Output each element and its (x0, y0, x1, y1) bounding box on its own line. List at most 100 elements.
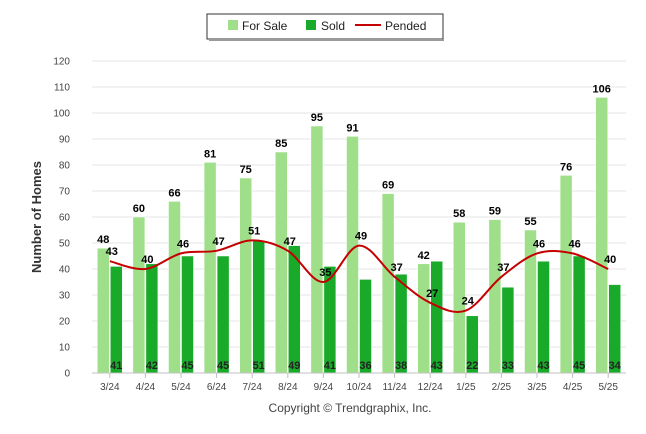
y-axis-title: Number of Homes (29, 161, 44, 273)
data-label-pended: 40 (141, 254, 153, 266)
bar-for-sale (488, 219, 502, 374)
bar-sold (359, 279, 372, 374)
data-label-for-sale: 75 (240, 164, 252, 176)
bar-sold (252, 240, 265, 374)
data-label-sold: 34 (609, 360, 622, 372)
data-label-pended: 43 (106, 246, 118, 258)
data-label-sold: 38 (395, 360, 407, 372)
data-label-pended: 47 (212, 236, 224, 248)
data-label-sold: 49 (288, 360, 300, 372)
data-label-sold: 45 (573, 360, 585, 372)
data-label-pended: 40 (604, 254, 616, 266)
data-label-sold: 42 (146, 360, 158, 372)
y-tick-label: 50 (59, 239, 71, 250)
y-tick-label: 60 (59, 213, 71, 224)
data-label-pended: 37 (390, 262, 402, 274)
bar-for-sale (524, 229, 537, 374)
line-layer (109, 239, 609, 313)
data-label-pended: 47 (284, 236, 296, 248)
y-tick-label: 110 (54, 83, 70, 94)
grid-layer (92, 60, 626, 348)
data-label-pended: 24 (462, 296, 475, 308)
data-label-pended: 46 (568, 238, 580, 250)
bar-for-sale (168, 201, 181, 374)
data-label-for-sale: 76 (560, 161, 572, 173)
data-label-for-sale: 42 (418, 250, 430, 262)
legend-label-sold: Sold (321, 19, 345, 33)
data-label-for-sale: 85 (275, 138, 287, 150)
x-tick-label: 11/24 (382, 382, 407, 393)
data-label-for-sale: 95 (311, 112, 323, 124)
y-tick-label: 40 (59, 265, 71, 276)
data-label-for-sale: 91 (346, 122, 358, 134)
data-label-pended: 37 (497, 262, 509, 274)
data-label-for-sale: 55 (524, 216, 536, 228)
x-tick-label: 6/24 (207, 382, 227, 393)
x-tick-label: 7/24 (242, 382, 262, 393)
data-label-pended: 35 (319, 267, 331, 279)
bars-layer (97, 97, 621, 374)
data-label-for-sale: 48 (97, 234, 109, 246)
labels-layer: 48 41 60 42 66 45 81 45 75 51 85 49 95 41 91 36 69 38 42 43… (97, 83, 622, 372)
bar-sold (430, 260, 443, 374)
data-label-sold: 33 (502, 360, 514, 372)
data-label-sold: 41 (110, 360, 122, 372)
bar-sold (288, 245, 301, 374)
y-tick-label: 30 (59, 291, 71, 302)
bar-sold (394, 273, 408, 374)
x-tick-label: 5/25 (598, 382, 618, 393)
y-tick-label: 100 (53, 109, 70, 120)
legend-swatch-sold (306, 20, 316, 30)
y-tick-label: 20 (59, 317, 71, 328)
data-label-sold: 45 (217, 360, 229, 372)
bar-sold (145, 263, 159, 374)
y-tick-label: 120 (53, 57, 70, 68)
x-tick-label: 3/24 (100, 382, 120, 393)
data-label-sold: 22 (466, 360, 478, 372)
data-label-sold: 43 (537, 360, 549, 372)
data-label-for-sale: 60 (133, 203, 145, 215)
x-tick-label: 2/25 (492, 382, 512, 393)
data-label-for-sale: 106 (593, 83, 611, 95)
bar-for-sale (132, 216, 146, 374)
x-tick-label: 10/24 (346, 382, 371, 393)
y-tick-label: 70 (59, 187, 71, 198)
data-label-sold: 36 (359, 360, 371, 372)
data-label-pended: 46 (177, 238, 189, 250)
data-label-sold: 43 (431, 360, 443, 372)
x-tick-label: 4/24 (136, 382, 156, 393)
x-tick-label: 3/25 (527, 382, 547, 393)
x-tick-label: 8/24 (278, 382, 298, 393)
data-label-sold: 41 (324, 360, 336, 372)
axis-layer: 0 10 20 30 40 50 60 70 80 90 100 110 120 3/24 4/24 5/24… (53, 57, 626, 393)
y-tick-label: 80 (59, 161, 71, 172)
bar-for-sale (203, 162, 217, 374)
bar-sold (216, 255, 230, 374)
bar-sold (110, 266, 123, 374)
x-tick-label: 1/25 (456, 382, 476, 393)
data-label-for-sale: 66 (168, 187, 180, 199)
legend-box (206, 13, 444, 40)
bar-for-sale (417, 263, 430, 374)
x-tick-label: 4/25 (563, 382, 583, 393)
bar-sold (537, 260, 550, 374)
data-label-for-sale: 69 (382, 180, 394, 192)
bar-for-sale (275, 151, 288, 374)
data-label-for-sale: 81 (204, 148, 216, 160)
data-label-for-sale: 58 (453, 208, 465, 220)
copyright-footer: Copyright © Trendgraphix, Inc. (269, 401, 432, 415)
pended-line (109, 239, 609, 313)
bar-for-sale (595, 97, 608, 374)
bar-for-sale (239, 177, 252, 374)
legend-swatch-for-sale (228, 20, 238, 30)
bar-sold (572, 255, 586, 374)
bar-for-sale (381, 193, 395, 374)
data-label-sold: 51 (253, 360, 265, 372)
legend-label-for-sale: For Sale (242, 19, 288, 33)
data-label-for-sale: 59 (489, 206, 501, 218)
data-label-pended: 27 (426, 288, 438, 300)
bar-for-sale (310, 125, 324, 374)
x-tick-label: 12/24 (418, 382, 443, 393)
